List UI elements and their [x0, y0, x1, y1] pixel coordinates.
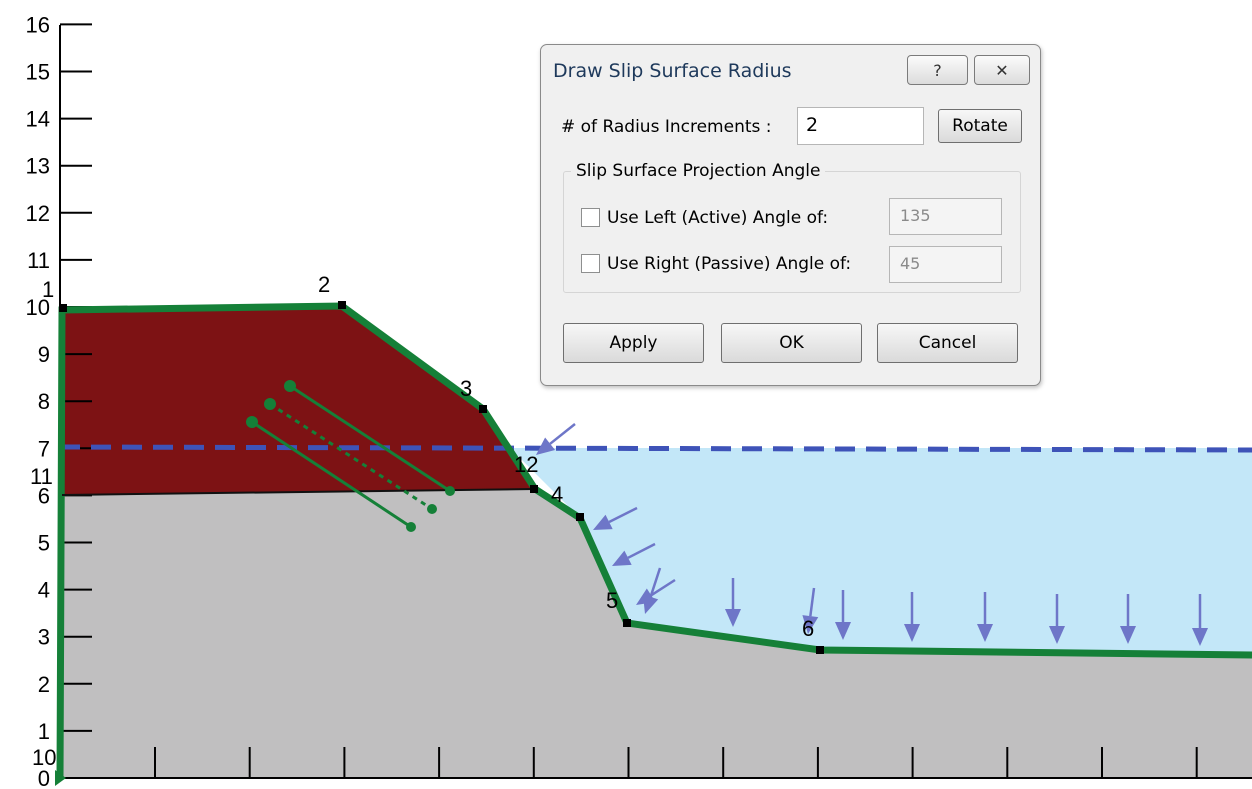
point-label: 1 — [42, 277, 54, 302]
water-pressure-arrow — [835, 590, 851, 640]
water-pressure-arrow — [642, 567, 662, 614]
point-label: 10 — [32, 745, 56, 770]
draw-slip-surface-radius-dialog: Draw Slip Surface Radius ? ✕ # of Radius… — [540, 44, 1041, 386]
vertex-marker — [623, 619, 631, 627]
slip-radius-line-lower — [251, 420, 412, 529]
vertex-marker — [338, 301, 346, 309]
water-pressure-arrow — [612, 542, 656, 566]
ground-region — [60, 489, 1252, 778]
vertex-marker — [479, 405, 487, 413]
y-tick-label: 9 — [38, 342, 50, 367]
water-pressure-arrows — [536, 423, 1208, 646]
left-angle-input[interactable]: 135 — [889, 198, 1002, 235]
projection-angle-group-title: Slip Surface Projection Angle — [571, 161, 826, 181]
point-label: 11 — [30, 464, 53, 489]
slip-radius-line-upper — [289, 384, 451, 493]
y-tick-label: 5 — [38, 531, 50, 556]
right-angle-input[interactable]: 45 — [889, 246, 1002, 283]
water-pressure-arrow — [977, 592, 993, 642]
radius-increments-label: # of Radius Increments : — [561, 117, 772, 137]
water-pressure-arrow — [1120, 594, 1136, 644]
apply-button[interactable]: Apply — [563, 323, 704, 363]
y-tick-label: 2 — [38, 672, 50, 697]
water-pressure-arrow — [904, 592, 920, 642]
water-pressure-arrow — [1049, 594, 1065, 644]
close-icon: ✕ — [995, 60, 1009, 80]
use-right-angle-checkbox[interactable] — [581, 254, 600, 273]
y-tick-label: 13 — [26, 154, 50, 179]
water-region — [510, 448, 1252, 655]
water-table-line — [59, 444, 1252, 453]
y-tick-label: 12 — [26, 201, 50, 226]
cancel-button[interactable]: Cancel — [877, 323, 1018, 363]
vertex-markers — [59, 301, 824, 654]
point-label: 2 — [318, 272, 330, 297]
point-label: 5 — [606, 588, 618, 613]
y-tick-label: 16 — [26, 12, 50, 37]
water-pressure-arrow — [1192, 594, 1208, 646]
slip-radius-handle[interactable] — [264, 398, 276, 410]
water-pressure-arrow — [802, 587, 819, 634]
slip-radius-line-middle — [269, 402, 433, 511]
vertex-marker — [59, 304, 67, 312]
x-axis — [60, 747, 1252, 779]
y-tick-label: 4 — [38, 578, 50, 603]
y-tick-label: 0 — [38, 766, 50, 789]
ok-button[interactable]: OK — [721, 323, 862, 363]
dialog-title: Draw Slip Surface Radius — [553, 60, 792, 82]
y-tick-label: 7 — [38, 436, 50, 461]
slip-radius-handle[interactable] — [246, 416, 258, 428]
y-tick-label: 10 — [26, 295, 50, 320]
y-tick-label: 11 — [27, 248, 50, 273]
help-button[interactable]: ? — [907, 55, 968, 85]
slip-radius-handle[interactable] — [284, 380, 296, 392]
origin-marker — [55, 770, 66, 786]
radius-increments-input[interactable]: 2 — [797, 107, 924, 145]
slip-radius-handle[interactable] — [427, 504, 437, 514]
slip-radius-handle[interactable] — [445, 486, 455, 496]
water-pressure-arrow — [593, 506, 638, 530]
y-tick-label: 6 — [38, 483, 50, 508]
y-tick-label: 15 — [26, 60, 50, 85]
y-tick-label: 3 — [38, 625, 50, 650]
use-left-angle-checkbox[interactable] — [581, 208, 600, 227]
y-tick-label: 8 — [38, 389, 50, 414]
close-button[interactable]: ✕ — [974, 55, 1030, 85]
point-labels: 1 2 3 4 5 6 10 11 12 — [30, 272, 814, 770]
vertex-marker — [530, 485, 538, 493]
point-label: 12 — [514, 452, 538, 477]
rotate-button[interactable]: Rotate — [938, 109, 1022, 143]
y-tick-label: 1 — [38, 719, 50, 744]
point-label: 6 — [802, 616, 814, 641]
vertex-marker — [816, 646, 824, 654]
use-right-angle-label: Use Right (Passive) Angle of: — [607, 254, 852, 274]
water-pressure-arrow — [536, 423, 576, 455]
help-icon: ? — [933, 60, 942, 80]
use-left-angle-label: Use Left (Active) Angle of: — [607, 208, 829, 228]
point-label: 3 — [460, 376, 472, 401]
y-tick-label: 14 — [26, 107, 50, 132]
vertex-marker — [576, 513, 584, 521]
layer-boundary-line — [61, 488, 536, 496]
slip-radius-handle[interactable] — [406, 522, 416, 532]
slip-radius-lines — [246, 380, 455, 532]
water-pressure-arrow — [725, 578, 741, 627]
point-label: 4 — [551, 482, 563, 507]
